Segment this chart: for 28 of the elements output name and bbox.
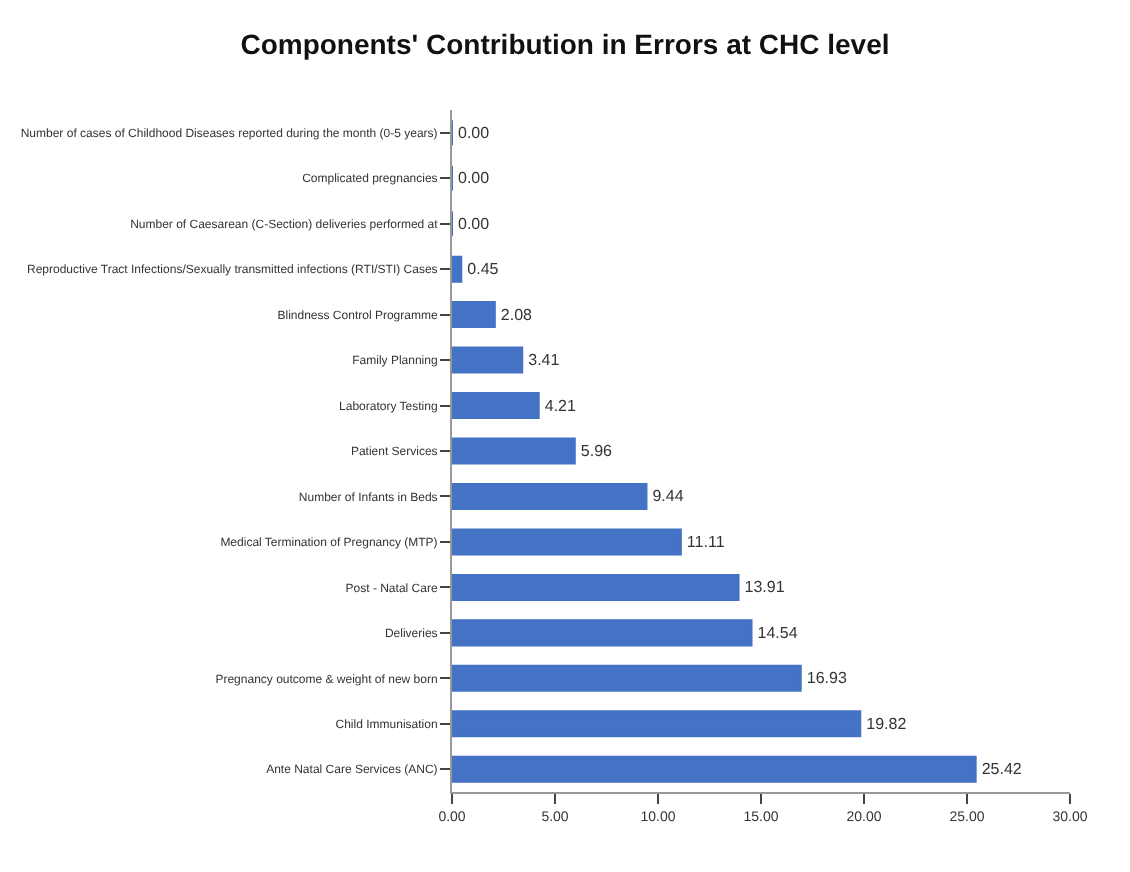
data-label: 0.00 — [458, 214, 491, 233]
bar — [452, 619, 753, 647]
bar — [452, 437, 576, 465]
data-label: 16.93 — [806, 669, 848, 688]
data-label: 2.08 — [500, 305, 534, 324]
data-label: 4.21 — [544, 396, 577, 415]
data-label: 3.41 — [528, 351, 561, 370]
bar — [452, 573, 740, 601]
bar — [452, 346, 524, 374]
data-label: 0.45 — [467, 260, 500, 279]
data-label: 25.42 — [981, 760, 1023, 779]
chart-title: Components' Contribution in Errors at CHC level — [240, 28, 890, 61]
bar — [452, 710, 862, 738]
data-label: 13.91 — [744, 578, 786, 597]
bar — [452, 755, 977, 783]
data-label: 5.96 — [580, 442, 614, 460]
bar — [452, 528, 682, 556]
data-label: 9.44 — [652, 487, 685, 506]
data-label: 11.11 — [686, 532, 726, 551]
bar — [452, 301, 496, 329]
data-label: 0.00 — [458, 123, 491, 142]
data-label: 0.00 — [458, 169, 491, 188]
bar — [452, 392, 540, 420]
data-label: 19.82 — [866, 714, 908, 733]
bar — [452, 664, 802, 692]
bar — [452, 255, 463, 283]
data-label: 14.54 — [757, 623, 799, 642]
bar — [452, 482, 648, 510]
